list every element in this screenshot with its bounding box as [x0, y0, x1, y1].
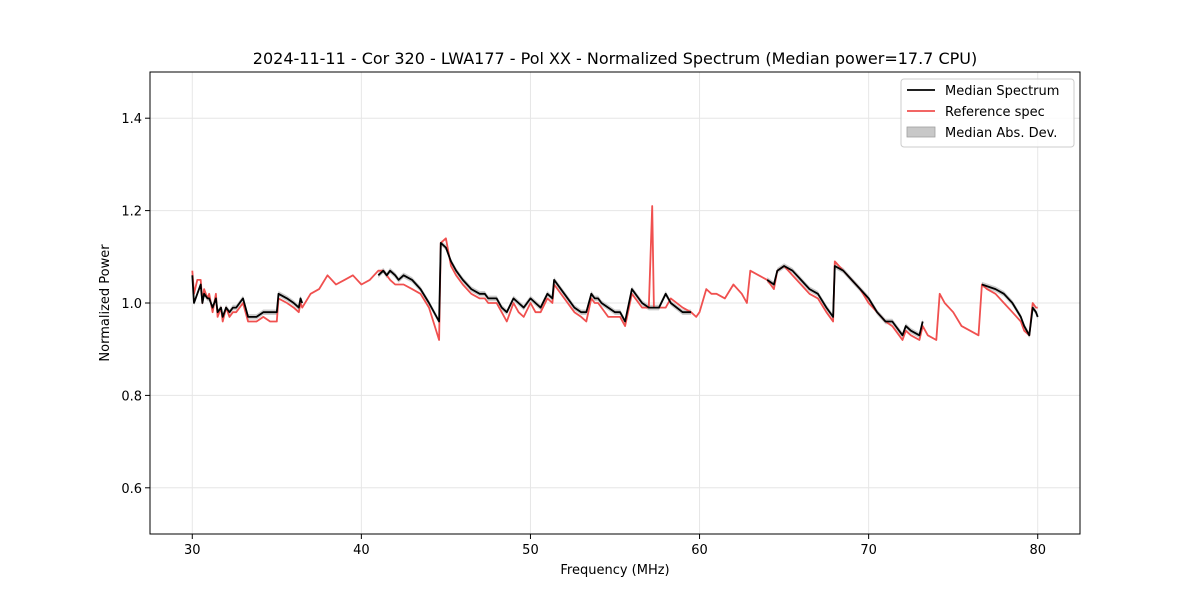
x-tick-label: 50 [522, 543, 539, 558]
x-tick-label: 40 [353, 543, 370, 558]
x-axis-ticks: 30 40 50 60 70 80 [184, 534, 1046, 558]
x-tick-label: 60 [691, 543, 708, 558]
median-series-layer [191, 242, 1039, 337]
median-series-line [766, 265, 924, 337]
legend-label-mad: Median Abs. Dev. [945, 126, 1057, 141]
legend-box [900, 78, 1075, 148]
y-axis-ticks: 0.6 0.8 1.0 1.2 1.4 [121, 112, 150, 497]
median-series-line [377, 242, 692, 323]
legend-swatch-mad [906, 126, 936, 138]
x-tick-label: 30 [184, 543, 201, 558]
legend-label-median: Median Spectrum [945, 84, 1059, 99]
y-tick-label: 0.6 [121, 482, 142, 497]
median-series-line [981, 283, 1039, 337]
y-tick-label: 1.2 [121, 205, 142, 220]
legend-label-reference: Reference spec [945, 105, 1045, 120]
chart-title: 2024-11-11 - Cor 320 - LWA177 - Pol XX -… [253, 49, 977, 68]
y-tick-label: 0.8 [121, 389, 142, 404]
y-tick-label: 1.4 [121, 112, 142, 127]
x-tick-label: 70 [860, 543, 877, 558]
y-axis-label: Normalized Power [98, 244, 113, 362]
x-tick-label: 80 [1029, 543, 1046, 558]
y-tick-label: 1.0 [121, 297, 142, 312]
legend: Median Spectrum Reference spec Median Ab… [900, 78, 1075, 148]
median-series-line [191, 275, 304, 318]
x-axis-label: Frequency (MHz) [560, 563, 669, 578]
